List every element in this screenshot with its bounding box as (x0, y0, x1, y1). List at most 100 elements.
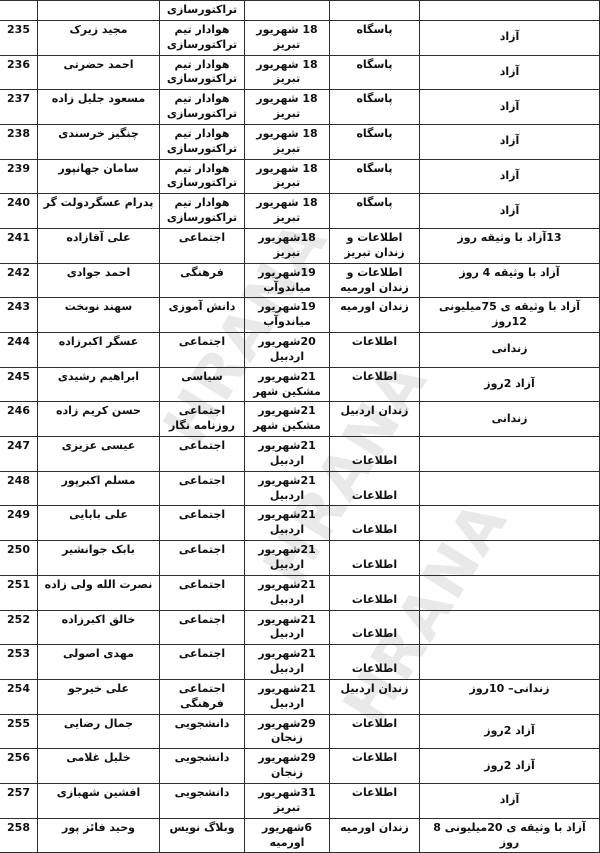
cell-name: پدرام عسگردولت گر (37, 193, 160, 229)
table-row: آزاد با وثیقه 4 روز اطلاعات و زندان اورمی… (0, 262, 600, 299)
cell-name: مجید زیرک (37, 19, 160, 56)
cell-number: 235 (0, 19, 38, 56)
cell-name: ابراهیم رشیدی (37, 366, 160, 403)
table-row: زندانی– 10روز زندان اردبیل 21شهریور اردبیل… (0, 678, 600, 715)
cell-job: هوادار تیم تراکتورسازی (159, 54, 245, 91)
cell-place: 21شهریور اردبیل (244, 436, 330, 472)
table-row: اطلاعات 21شهریور اردبیل اجتماعی مهدی اصولی 2… (0, 644, 600, 680)
cell-number: 251 (0, 574, 38, 611)
cell-place: 18 شهریور تبریز (244, 54, 330, 91)
cell-name: مسلم اکبرپور (37, 470, 160, 507)
cell-status: آزاد 2روز (419, 713, 600, 750)
cell-status: آزاد (419, 782, 600, 819)
cell-status: آزاد (419, 19, 600, 56)
cell-name: وحید فائز پور (37, 817, 160, 853)
table-row: آزاد با وثیقه ی 20میلیونی 8 روز زندان اور… (0, 817, 600, 853)
cell-number: 244 (0, 332, 38, 368)
cell-name: افشین شهبازی (37, 782, 160, 819)
cell-number: 241 (0, 227, 38, 264)
cell-name: عسگر اکبرزاده (37, 332, 160, 368)
cell-number: 240 (0, 193, 38, 229)
cell-status: آزاد (419, 158, 600, 195)
cell-number: 248 (0, 470, 38, 507)
table-row: اطلاعات 21شهریور اردبیل اجتماعی نصرت الله و… (0, 574, 600, 611)
cell-org (329, 0, 420, 21)
cell-place: 21شهریور اردبیل (244, 540, 330, 576)
cell-org: اطلاعات (329, 332, 420, 368)
cell-place: 6شهریور اورمیه (244, 817, 330, 853)
cell-status: آزاد با وثیقه 4 روز (419, 262, 600, 299)
cell-status: زندانی– 10روز (419, 678, 600, 715)
cell-org: اطلاعات (329, 366, 420, 403)
cell-number: 243 (0, 297, 38, 334)
cell-name: علی بابایی (37, 505, 160, 542)
cell-place: 20شهریور اردبیل (244, 332, 330, 368)
table-row: آزاد 2روز اطلاعات 29شهریور زنجان دانشجویی جم… (0, 713, 600, 750)
table-row: آزاد اطلاعات 31شهریور تبریز دانشجویی افشین ش… (0, 782, 600, 819)
cell-number: 239 (0, 158, 38, 195)
cell-number: 257 (0, 782, 38, 819)
cell-job: اجتماعی (159, 574, 245, 611)
cell-status: زندانی (419, 332, 600, 368)
cell-org: اطلاعات (329, 436, 420, 472)
cell-status: زندانی (419, 401, 600, 438)
cell-org: پاسگاه (329, 89, 420, 125)
cell-number: 258 (0, 817, 38, 853)
cell-org: اطلاعات (329, 748, 420, 784)
cell-status (419, 540, 600, 576)
table-row: آزاد پاسگاه 18 شهریور تبریز هوادار تیم تراک… (0, 54, 600, 91)
cell-number: 242 (0, 262, 38, 299)
cell-number: 250 (0, 540, 38, 576)
cell-number: 247 (0, 436, 38, 472)
cell-status: آزاد 2روز (419, 748, 600, 784)
cell-org: اطلاعات (329, 470, 420, 507)
cell-org: اطلاعات و زندان تبریز (329, 227, 420, 264)
cell-place: 29شهریور زنجان (244, 748, 330, 784)
cell-org: پاسگاه (329, 193, 420, 229)
cell-number: 252 (0, 609, 38, 646)
cell-job: هوادار تیم تراکتورسازی (159, 89, 245, 125)
cell-job: اجتماعی (159, 644, 245, 680)
cell-job: دانش آموزی (159, 297, 245, 334)
table-row: آزاد پاسگاه 18 شهریور تبریز هوادار تیم تراک… (0, 19, 600, 56)
cell-job: اجتماعی (159, 609, 245, 646)
cell-org: اطلاعات (329, 609, 420, 646)
cell-name: نصرت الله ولی زاده (37, 574, 160, 611)
cell-number: 255 (0, 713, 38, 750)
table-row: آزاد پاسگاه 18 شهریور تبریز هوادار تیم تراک… (0, 123, 600, 160)
table-row: آزاد پاسگاه 18 شهریور تبریز هوادار تیم تراک… (0, 158, 600, 195)
cell-number: 237 (0, 89, 38, 125)
cell-number: 238 (0, 123, 38, 160)
cell-place: 21شهریور اردبیل (244, 644, 330, 680)
cell-place: 19شهریور میاندوآب (244, 262, 330, 299)
cell-org: پاسگاه (329, 158, 420, 195)
cell-status: آزاد با وثیقه ی 75میلیونی 12روز (419, 297, 600, 334)
cell-job: اجتماعی (159, 436, 245, 472)
cell-name: احمد جوادی (37, 262, 160, 299)
cell-name: مسعود جلیل زاده (37, 89, 160, 125)
cell-name: علی آقازاده (37, 227, 160, 264)
cell-place: 21شهریور اردبیل (244, 609, 330, 646)
cell-job: اجتماعی روزنامه نگار (159, 401, 245, 438)
cell-job: اجتماعی (159, 540, 245, 576)
cell-status: آزاد با وثیقه ی 20میلیونی 8 روز (419, 817, 600, 853)
cell-job: هوادار تیم تراکتورسازی (159, 193, 245, 229)
cell-org: اطلاعات (329, 505, 420, 542)
cell-org: زندان اورمیه (329, 817, 420, 853)
cell-job: دانشجویی (159, 748, 245, 784)
cell-place: 21شهریور اردبیل (244, 505, 330, 542)
cell-job: اجتماعی فرهنگی (159, 678, 245, 715)
cell-org: اطلاعات (329, 574, 420, 611)
cell-job: اجتماعی (159, 332, 245, 368)
cell-job: هوادار تیم تراکتورسازی (159, 158, 245, 195)
cell-org: زندان اردبیل (329, 401, 420, 438)
cell-status (419, 609, 600, 646)
cell-org: زندان اورمیه (329, 297, 420, 334)
cell-place: 18شهریور تبریز (244, 227, 330, 264)
cell-org: پاسگاه (329, 54, 420, 91)
cell-status (419, 0, 600, 21)
cell-status: آزاد (419, 193, 600, 229)
cell-name: حسن کریم زاده (37, 401, 160, 438)
